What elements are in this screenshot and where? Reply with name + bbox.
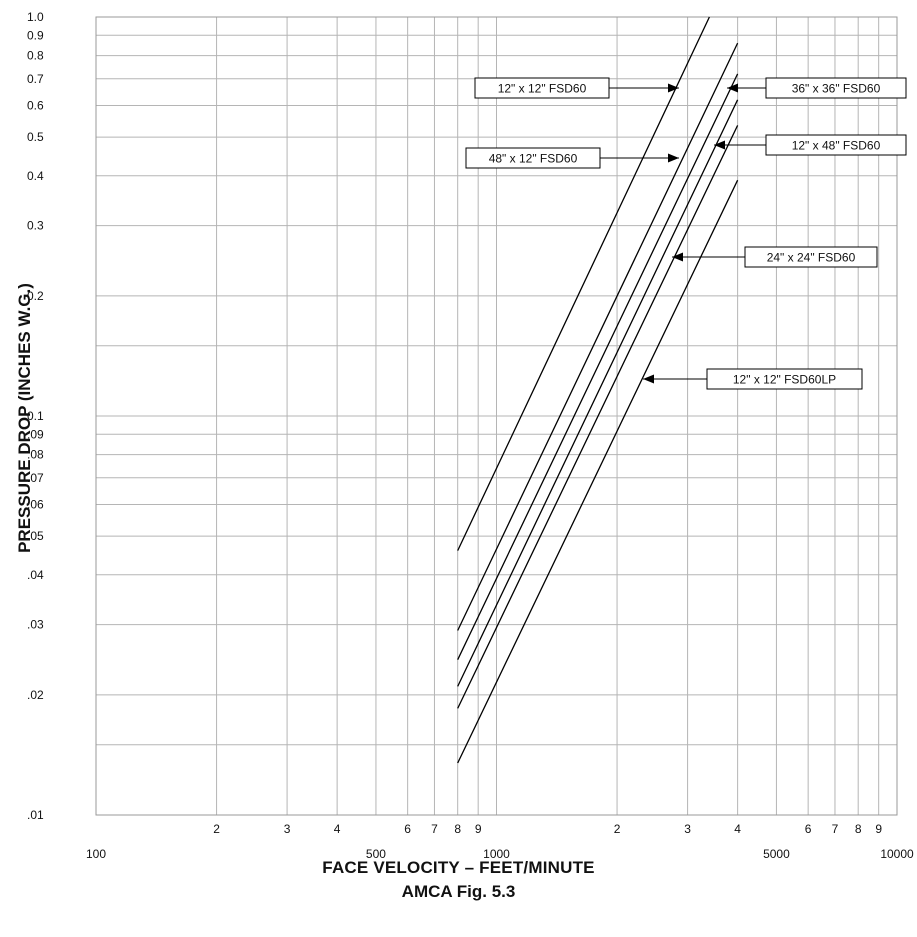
annotation-arrowhead <box>668 83 679 93</box>
x-tick-label: 10000 <box>880 847 914 860</box>
y-tick-label: .01 <box>27 808 44 822</box>
annotation-arrowhead <box>643 374 654 384</box>
annotation-4: 12" x 48" FSD60 <box>714 134 907 156</box>
y-tick-label: 0.2 <box>27 289 44 303</box>
annotation-arrowhead <box>668 153 679 163</box>
y-tick-label: 1.0 <box>27 10 44 24</box>
y-tick-label: 0.7 <box>27 72 44 86</box>
y-tick-label: 0.1 <box>27 409 44 423</box>
grid <box>95 16 898 816</box>
annotation-label: 24" x 24" FSD60 <box>767 251 856 265</box>
annotation-label: 12" x 12" FSD60LP <box>733 373 836 387</box>
annotation-2: 48" x 12" FSD60 <box>465 147 679 169</box>
x-tick-label: 5000 <box>763 847 790 860</box>
x-tick-label: 4 <box>734 822 741 836</box>
y-tick-label: .02 <box>27 688 44 702</box>
y-axis-label: PRESSURE DROP (INCHES W.G.) <box>15 283 34 553</box>
y-tick-label: .09 <box>27 427 44 441</box>
y-tick-label: 0.6 <box>27 99 44 113</box>
x-tick-label: 1000 <box>483 847 510 860</box>
y-tick-label: 0.5 <box>27 130 44 144</box>
x-tick-label: 9 <box>475 822 482 836</box>
annotation-6: 12" x 12" FSD60LP <box>643 368 863 390</box>
y-tick-label: .04 <box>27 568 44 582</box>
y-tick-label: .03 <box>27 618 44 632</box>
y-tick-label: 0.9 <box>27 28 44 42</box>
x-tick-label: 8 <box>454 822 461 836</box>
series-line-4 <box>457 99 739 687</box>
series-line-2 <box>457 42 739 631</box>
y-tick-label: .08 <box>27 448 44 462</box>
y-tick-label: .07 <box>27 471 44 485</box>
series-lines <box>457 16 739 764</box>
x-tick-label: 8 <box>855 822 862 836</box>
annotation-1: 12" x 12" FSD60 <box>474 77 679 99</box>
annotation-5: 24" x 24" FSD60 <box>672 246 878 268</box>
x-tick-label: 7 <box>832 822 839 836</box>
y-tick-label: .06 <box>27 498 44 512</box>
y-tick-label: 0.8 <box>27 49 44 63</box>
series-line-1 <box>457 16 710 551</box>
x-tick-label: 6 <box>805 822 812 836</box>
x-axis-label: FACE VELOCITY – FEET/MINUTE <box>322 858 595 877</box>
x-tick-label: 7 <box>431 822 438 836</box>
x-tick-label: 500 <box>366 847 386 860</box>
y-tick-label: 0.3 <box>27 219 44 233</box>
annotation-label: 12" x 12" FSD60 <box>498 82 587 96</box>
x-tick-label: 3 <box>284 822 291 836</box>
y-tick-label: 0.4 <box>27 169 44 183</box>
x-tick-label: 2 <box>614 822 621 836</box>
series-line-5 <box>457 125 739 709</box>
x-tick-label: 100 <box>86 847 106 860</box>
annotation-label: 48" x 12" FSD60 <box>489 152 578 166</box>
annotation-label: 36" x 36" FSD60 <box>792 82 881 96</box>
x-tick-label: 2 <box>213 822 220 836</box>
x-tick-label: 6 <box>404 822 411 836</box>
series-line-3 <box>457 73 739 660</box>
series-line-6 <box>457 179 739 764</box>
x-tick-label: 4 <box>334 822 341 836</box>
annotation-label: 12" x 48" FSD60 <box>792 139 881 153</box>
annotation-arrowhead <box>714 140 725 150</box>
annotation-3: 36" x 36" FSD60 <box>727 77 907 99</box>
x-tick-label: 9 <box>875 822 882 836</box>
annotation-arrowhead <box>727 83 738 93</box>
tick-labels: .01 .02 .03 .04 .05 .06 .07 .08 .09 0.1 0.2 0.3 0.4 0… <box>27 10 914 860</box>
figure-caption: AMCA Fig. 5.3 <box>401 882 516 901</box>
x-tick-label: 3 <box>684 822 691 836</box>
annotation-arrowhead <box>672 252 683 262</box>
y-tick-label: .05 <box>27 529 44 543</box>
pressure-drop-chart: 12" x 12" FSD60 48" x 12" FSD60 36" x 36" … <box>15 10 914 860</box>
plot-frame <box>95 16 898 816</box>
legend-annotations: 12" x 12" FSD60 48" x 12" FSD60 36" x 36" … <box>465 77 907 390</box>
